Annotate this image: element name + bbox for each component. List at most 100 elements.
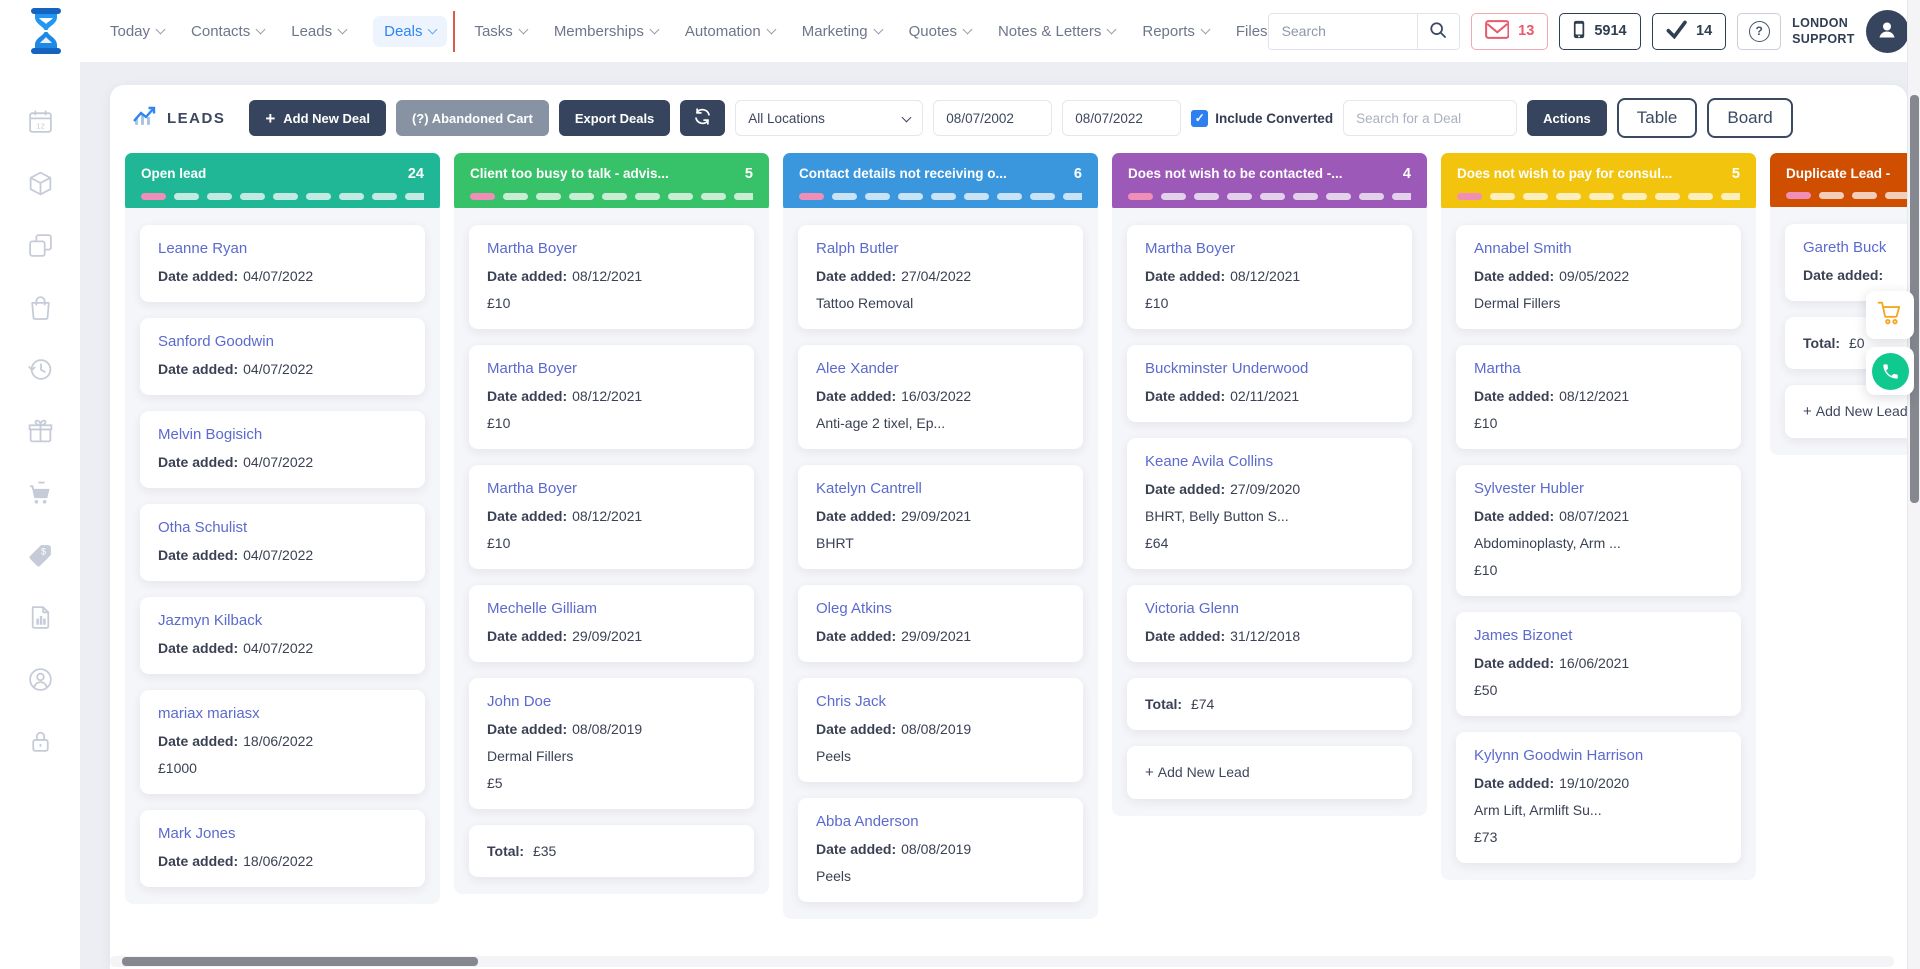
lead-name-link[interactable]: Martha Boyer [487, 240, 578, 257]
call-shortcut[interactable] [1866, 347, 1914, 395]
lead-card[interactable]: Victoria Glenn Date added: 31/12/2018 [1127, 585, 1412, 662]
nav-item-deals[interactable]: Deals [373, 10, 456, 52]
column-header[interactable]: Does not wish to be contacted -... 4 [1112, 153, 1427, 212]
lead-card[interactable]: James Bizonet Date added: 16/06/2021 £50 [1456, 612, 1741, 716]
lead-name-link[interactable]: Martha Boyer [487, 480, 578, 497]
nav-item-marketing[interactable]: Marketing [802, 23, 884, 40]
lead-name-link[interactable]: Keane Avila Collins [1145, 453, 1274, 470]
lead-card[interactable]: Buckminster Underwood Date added: 02/11/20… [1127, 345, 1412, 422]
nav-item-leads[interactable]: Leads [291, 23, 348, 40]
nav-item-notes-letters[interactable]: Notes & Letters [998, 23, 1117, 40]
column-header[interactable]: Does not wish to pay for consul... 5 [1441, 153, 1756, 212]
table-view-button[interactable]: Table [1616, 98, 1698, 138]
include-converted-checkbox[interactable]: ✓ Include Converted [1191, 109, 1333, 127]
add-new-deal-button[interactable]: + Add New Deal [249, 100, 386, 136]
horizontal-scrollbar-thumb[interactable] [122, 957, 478, 966]
vertical-scrollbar-thumb[interactable] [1910, 95, 1919, 503]
lead-name-link[interactable]: Otha Schulist [158, 519, 248, 536]
actions-button[interactable]: Actions [1527, 100, 1607, 136]
date-from-input[interactable] [933, 100, 1053, 136]
column-header[interactable]: Client too busy to talk - advis... 5 [454, 153, 769, 212]
lead-card[interactable]: Kylynn Goodwin Harrison Date added: 19/10/… [1456, 732, 1741, 863]
lead-card[interactable]: Jazmyn Kilback Date added: 04/07/2022 [140, 597, 425, 674]
account-icon[interactable] [27, 666, 54, 693]
bag-icon[interactable] [27, 294, 54, 321]
lead-card[interactable]: Mark Jones Date added: 18/06/2022 [140, 810, 425, 887]
lead-card[interactable]: John Doe Date added: 08/08/2019 Dermal Fill… [469, 678, 754, 809]
history-icon[interactable] [27, 356, 54, 383]
lead-card[interactable]: Alee Xander Date added: 16/03/2022 Anti-age… [798, 345, 1083, 449]
lead-name-link[interactable]: Chris Jack [816, 693, 887, 710]
add-new-lead-card[interactable]: + Add New Lead [1127, 746, 1412, 799]
lead-card[interactable]: Katelyn Cantrell Date added: 29/09/2021 BHR… [798, 465, 1083, 569]
lead-card[interactable]: Martha Boyer Date added: 08/12/2021 £10 [469, 465, 754, 569]
locations-select[interactable]: All Locations [735, 100, 924, 136]
lead-card[interactable]: Gareth Buck Date added: [1785, 224, 1907, 301]
lead-card[interactable]: Melvin Bogisich Date added: 04/07/2022 [140, 411, 425, 488]
lead-name-link[interactable]: Kylynn Goodwin Harrison [1474, 747, 1644, 764]
lead-name-link[interactable]: Annabel Smith [1474, 240, 1572, 257]
cart-icon[interactable] [27, 480, 54, 507]
lead-card[interactable]: Oleg Atkins Date added: 29/09/2021 [798, 585, 1083, 662]
column-header[interactable]: Contact details not receiving o... 6 [783, 153, 1098, 212]
nav-item-reports[interactable]: Reports [1142, 23, 1211, 40]
lead-card[interactable]: Annabel Smith Date added: 09/05/2022 Dermal… [1456, 225, 1741, 329]
column-header[interactable]: Duplicate Lead - [1770, 153, 1907, 211]
lock-icon[interactable] [27, 728, 54, 755]
search-button[interactable] [1416, 13, 1459, 49]
lead-name-link[interactable]: Melvin Bogisich [158, 426, 263, 443]
lead-card[interactable]: Mechelle Gilliam Date added: 29/09/2021 [469, 585, 754, 662]
nav-item-memberships[interactable]: Memberships [554, 23, 660, 40]
sms-badge[interactable]: 5914 [1559, 12, 1641, 50]
lead-card[interactable]: Otha Schulist Date added: 04/07/2022 [140, 504, 425, 581]
lead-name-link[interactable]: Alee Xander [816, 360, 899, 377]
help-button[interactable]: ? [1737, 12, 1782, 50]
lead-name-link[interactable]: Abba Anderson [816, 813, 919, 830]
gift-icon[interactable] [27, 418, 54, 445]
lead-card[interactable]: Martha Boyer Date added: 08/12/2021 £10 [1127, 225, 1412, 329]
calendar-icon[interactable]: 12 [27, 108, 54, 135]
export-deals-button[interactable]: Export Deals [558, 100, 671, 136]
lead-name-link[interactable]: Leanne Ryan [158, 240, 248, 257]
report-icon[interactable] [27, 604, 54, 631]
lead-card[interactable]: Sylvester Hubler Date added: 08/07/2021 Abd… [1456, 465, 1741, 596]
lead-name-link[interactable]: Gareth Buck [1803, 239, 1887, 256]
lead-card[interactable]: Leanne Ryan Date added: 04/07/2022 [140, 225, 425, 302]
lead-card[interactable]: Martha Boyer Date added: 08/12/2021 £10 [469, 225, 754, 329]
search-input[interactable] [1268, 13, 1417, 49]
lead-name-link[interactable]: mariax mariasx [158, 705, 260, 722]
lead-card[interactable]: mariax mariasx Date added: 18/06/2022 £1000 [140, 690, 425, 794]
package-icon[interactable] [27, 170, 54, 197]
tag-icon[interactable]: $ [27, 542, 54, 569]
nav-item-contacts[interactable]: Contacts [191, 23, 266, 40]
lead-name-link[interactable]: Buckminster Underwood [1145, 360, 1309, 377]
user-avatar[interactable] [1865, 9, 1909, 53]
lead-name-link[interactable]: Mark Jones [158, 825, 236, 842]
deal-search-input[interactable] [1343, 100, 1518, 136]
column-header[interactable]: Open lead 24 [125, 153, 440, 212]
lead-card[interactable]: Sanford Goodwin Date added: 04/07/2022 [140, 318, 425, 395]
lead-name-link[interactable]: Martha Boyer [487, 360, 578, 377]
tasks-badge[interactable]: 14 [1651, 12, 1727, 50]
nav-item-today[interactable]: Today [110, 23, 166, 40]
lead-name-link[interactable]: Victoria Glenn [1145, 600, 1239, 617]
app-logo[interactable] [26, 7, 66, 55]
lead-card[interactable]: Ralph Butler Date added: 27/04/2022 Tattoo … [798, 225, 1083, 329]
refresh-button[interactable] [680, 100, 726, 136]
lead-name-link[interactable]: Sanford Goodwin [158, 333, 274, 350]
abandoned-cart-button[interactable]: (?) Abandoned Cart [395, 100, 549, 136]
lead-name-link[interactable]: Katelyn Cantrell [816, 480, 922, 497]
lead-card[interactable]: Martha Boyer Date added: 08/12/2021 £10 [469, 345, 754, 449]
lead-card[interactable]: Chris Jack Date added: 08/08/2019 Peels [798, 678, 1083, 782]
abandoned-cart-shortcut[interactable] [1866, 291, 1914, 339]
nav-item-automation[interactable]: Automation [685, 23, 777, 40]
lead-name-link[interactable]: Mechelle Gilliam [487, 600, 598, 617]
lead-name-link[interactable]: Jazmyn Kilback [158, 612, 263, 629]
lead-name-link[interactable]: Martha Boyer [1145, 240, 1236, 257]
lead-name-link[interactable]: John Doe [487, 693, 552, 710]
lead-card[interactable]: Martha Date added: 08/12/2021 £10 [1456, 345, 1741, 449]
lead-card[interactable]: Abba Anderson Date added: 08/08/2019 Peels [798, 798, 1083, 902]
nav-item-tasks[interactable]: Tasks [474, 23, 529, 40]
lead-name-link[interactable]: Martha [1474, 360, 1521, 377]
nav-item-files[interactable]: Files [1236, 23, 1268, 40]
